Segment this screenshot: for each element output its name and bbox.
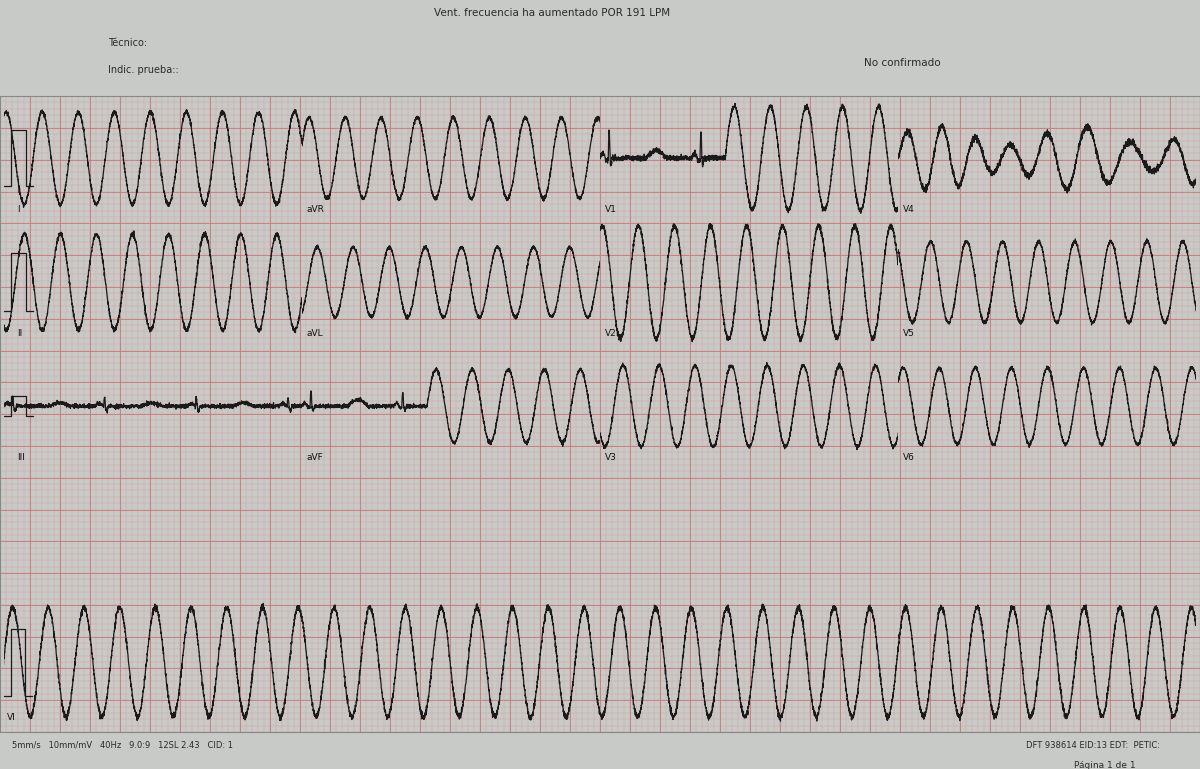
Text: I: I: [17, 205, 19, 214]
Text: II: II: [17, 329, 23, 338]
Text: DFT 938614 EID:13 EDT:  PETIC:: DFT 938614 EID:13 EDT: PETIC:: [1026, 741, 1160, 750]
Text: aVF: aVF: [306, 453, 323, 462]
Text: V3: V3: [605, 453, 617, 462]
Text: No confirmado: No confirmado: [864, 58, 941, 68]
Text: Página 1 de 1: Página 1 de 1: [1074, 761, 1135, 769]
Text: VI: VI: [7, 713, 16, 722]
Text: 5mm/s   10mm/mV   40Hz   9.0:9   12SL 2.43   CID: 1: 5mm/s 10mm/mV 40Hz 9.0:9 12SL 2.43 CID: …: [12, 741, 233, 750]
Text: Vent. frecuencia ha aumentado POR 191 LPM: Vent. frecuencia ha aumentado POR 191 LP…: [434, 8, 670, 18]
Text: V5: V5: [902, 329, 914, 338]
Text: V4: V4: [902, 205, 914, 214]
Text: aVR: aVR: [306, 205, 324, 214]
Text: V2: V2: [605, 329, 617, 338]
Text: aVL: aVL: [306, 329, 323, 338]
Text: Técnico:: Técnico:: [108, 38, 148, 48]
Text: V1: V1: [605, 205, 617, 214]
Text: Indic. prueba::: Indic. prueba::: [108, 65, 179, 75]
Text: III: III: [17, 453, 25, 462]
Text: V6: V6: [902, 453, 914, 462]
